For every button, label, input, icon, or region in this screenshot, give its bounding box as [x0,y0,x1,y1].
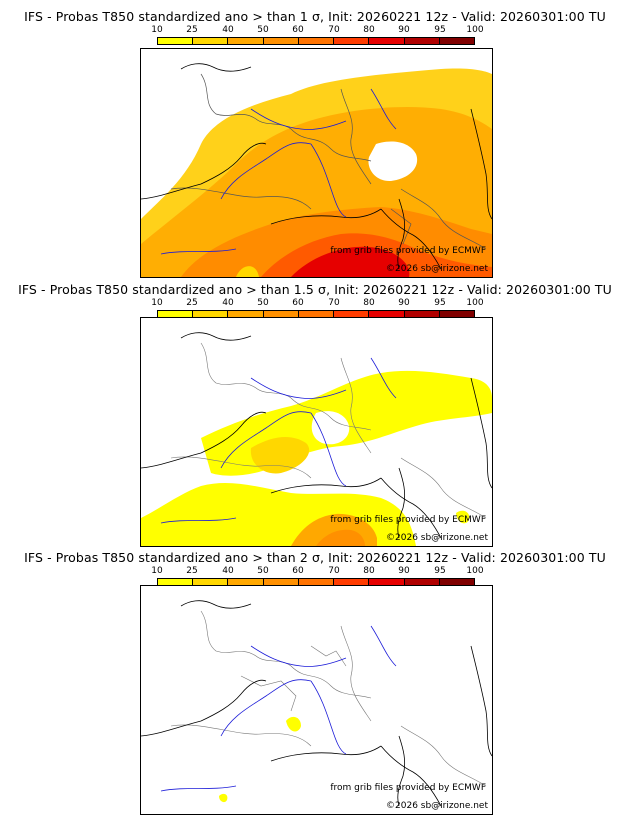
scale-swatch [193,579,229,585]
scale-tick: 10 [151,25,163,35]
map-graphic [141,63,492,277]
scale-tick: 40 [222,25,234,35]
map-graphic [141,332,492,546]
scale-tick: 80 [363,566,375,576]
coastline [141,63,492,270]
scale-swatch [404,38,440,44]
source-note: from grib files provided by ECMWF [330,783,486,793]
scale-swatch [263,311,299,317]
scale-tick: 70 [328,25,340,35]
copyright-note: ©2026 sb@irizone.net [386,533,488,543]
scale-tick: 70 [328,298,340,308]
probability-shading [141,370,492,546]
panel-1: IFS - Probas T850 standardized ano > tha… [0,0,630,282]
scale-swatch [334,579,370,585]
scale-swatch [439,311,474,317]
scale-tick: 25 [186,298,198,308]
scale-tick: 90 [398,298,410,308]
scale-swatch [369,311,405,317]
scale-swatch [228,38,264,44]
scale-swatch [228,311,264,317]
scale-swatch [334,38,370,44]
scale-tick: 80 [363,25,375,35]
coastline [141,332,492,539]
probability-map-2-sigma: from grib files provided by ECMWF ©2026 … [140,585,493,815]
scale-tick: 100 [466,566,484,576]
rivers [160,88,397,255]
probability-map-1-5-sigma: from grib files provided by ECMWF ©2026 … [140,317,493,547]
source-note: from grib files provided by ECMWF [330,515,486,525]
scale-bar [157,310,475,318]
scale-swatch [158,579,194,585]
coastline [141,600,492,807]
scale-swatch [263,38,299,44]
scale-swatch [228,579,264,585]
probability-shading [219,716,301,803]
scale-tick: 90 [398,25,410,35]
scale-swatch [158,311,194,317]
scale-tick: 90 [398,566,410,576]
borders [170,73,487,250]
scale-swatch [263,579,299,585]
scale-tick: 60 [292,566,304,576]
scale-swatch [193,38,229,44]
borders [170,610,487,787]
scale-tick: 25 [186,566,198,576]
copyright-note: ©2026 sb@irizone.net [386,801,488,811]
scale-tick: 95 [434,298,446,308]
scale-tick: 50 [257,25,269,35]
scale-swatch [193,311,229,317]
scale-tick: 80 [363,298,375,308]
scale-tick: 70 [328,566,340,576]
panel-title: IFS - Probas T850 standardized ano > tha… [18,282,612,297]
panel-3: IFS - Probas T850 standardized ano > tha… [0,544,630,828]
scale-swatch [158,38,194,44]
scale-tick: 95 [434,566,446,576]
scale-swatch [298,38,335,44]
scale-tick: 95 [434,25,446,35]
scale-tick: 10 [151,566,163,576]
scale-tick: 50 [257,566,269,576]
source-note: from grib files provided by ECMWF [330,246,486,256]
scale-bar [157,37,475,45]
scale-swatch [369,579,405,585]
scale-tick: 100 [466,298,484,308]
rivers [160,357,397,524]
rivers [160,625,397,792]
scale-tick: 10 [151,298,163,308]
scale-swatch [439,579,474,585]
scale-swatch [334,311,370,317]
scale-swatch [298,311,335,317]
scale-swatch [298,579,335,585]
panel-title: IFS - Probas T850 standardized ano > tha… [24,9,606,24]
scale-tick: 25 [186,25,198,35]
scale-tick: 60 [292,25,304,35]
scale-tick: 100 [466,25,484,35]
scale-swatch [439,38,474,44]
map-graphic [141,600,492,807]
panel-2: IFS - Probas T850 standardized ano > tha… [0,276,630,552]
probability-map-1-sigma: from grib files provided by ECMWF ©2026 … [140,48,493,278]
scale-tick: 50 [257,298,269,308]
panel-title: IFS - Probas T850 standardized ano > tha… [24,550,606,565]
scale-swatch [404,579,440,585]
scale-swatch [404,311,440,317]
scale-tick: 40 [222,298,234,308]
borders [170,342,487,519]
scale-tick: 60 [292,298,304,308]
scale-tick: 40 [222,566,234,576]
copyright-note: ©2026 sb@irizone.net [386,264,488,274]
scale-swatch [369,38,405,44]
